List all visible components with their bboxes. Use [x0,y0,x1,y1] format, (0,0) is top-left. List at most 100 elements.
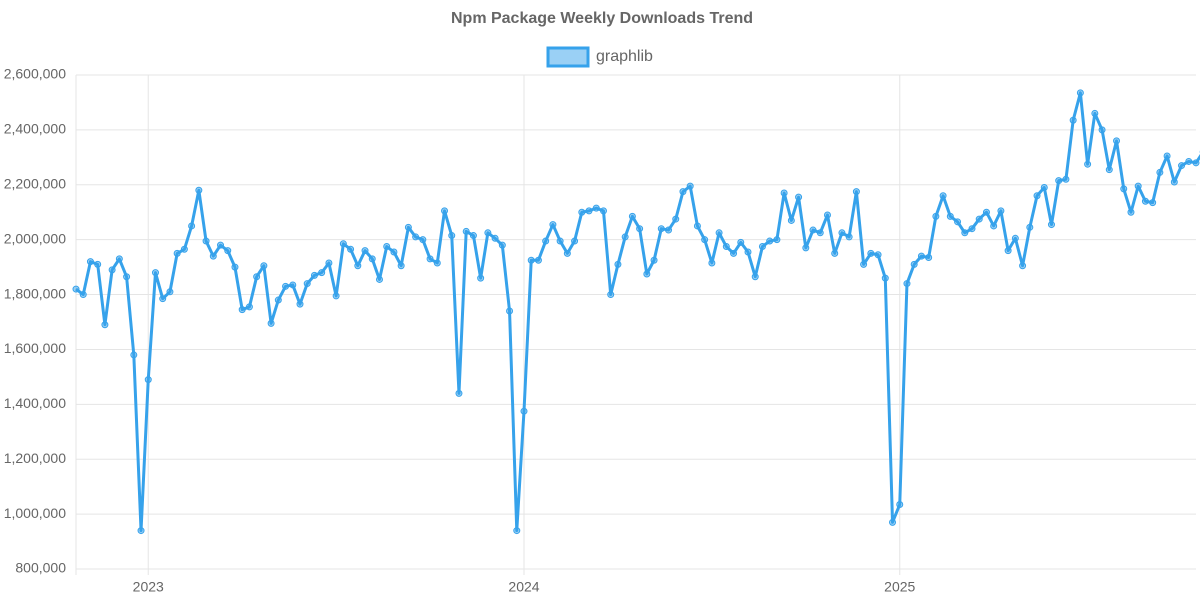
data-point [860,260,868,268]
data-point [780,189,788,197]
data-point [795,193,803,201]
data-point [94,260,102,268]
data-point [628,212,636,220]
data-point [549,221,557,229]
data-point [289,281,297,289]
legend-label: graphlib [596,48,653,65]
data-point [1019,262,1027,270]
data-point [708,259,716,267]
data-point [881,274,889,282]
data-point [1105,166,1113,174]
y-tick-label: 1,800,000 [4,285,66,301]
data-point [831,249,839,257]
data-point [1185,157,1193,165]
data-point [773,236,781,244]
data-point [614,260,622,268]
y-tick-label: 1,200,000 [4,450,66,466]
data-point [744,248,752,256]
data-point [513,527,521,535]
data-point [838,229,846,237]
data-point [253,273,261,281]
data-point [599,207,607,215]
data-point [1062,175,1070,183]
data-point [672,215,680,223]
data-point [751,273,759,281]
data-point [925,254,933,262]
y-tick-label: 1,600,000 [4,340,66,356]
data-point [180,245,188,253]
data-point [484,229,492,237]
data-point [939,192,947,200]
data-point [607,291,615,299]
data-point [643,270,651,278]
data-point [1134,182,1142,190]
data-point [990,222,998,230]
data-point [1076,89,1084,97]
data-point [274,296,282,304]
data-point [1163,152,1171,160]
data-point [354,262,362,270]
data-point [108,266,116,274]
data-point [520,407,528,415]
data-point [79,291,87,299]
data-point [802,244,810,252]
data-point [433,259,441,267]
data-point [144,376,152,384]
data-point [1120,185,1128,193]
data-point [441,207,449,215]
data-point [325,259,333,267]
data-point [347,245,355,253]
data-point [578,208,586,216]
data-point [188,222,196,230]
data-point [303,280,311,288]
data-point [455,389,463,397]
data-point [1069,116,1077,124]
data-point [1149,199,1157,207]
data-point [318,269,326,277]
data-point [1055,177,1063,185]
data-point [195,186,203,194]
data-point [448,232,456,240]
data-point [1178,162,1186,170]
data-point [686,182,694,190]
data-point [621,233,629,241]
data-point [130,351,138,359]
y-tick-label: 1,000,000 [4,505,66,521]
data-point [282,282,290,290]
y-tick-label: 2,600,000 [4,66,66,82]
data-point [238,306,246,314]
data-point [758,243,766,251]
data-point [730,249,738,257]
data-point [527,256,535,264]
data-point [665,226,673,234]
data-point [896,501,904,509]
data-point [636,225,644,233]
data-point [975,215,983,223]
data-point [932,212,940,220]
data-point [159,295,167,303]
data-point [267,319,275,327]
data-point [224,247,232,255]
data-point [592,204,600,212]
data-point [462,227,470,235]
data-point [946,212,954,220]
data-point [1170,178,1178,186]
data-point [426,255,434,263]
data-point [1156,168,1164,176]
x-tick-label: 2024 [508,579,539,595]
data-point [766,237,774,245]
data-point [1098,126,1106,134]
data-point [917,252,925,260]
data-point [867,249,875,257]
data-point [910,260,918,268]
data-point [404,223,412,231]
data-point [556,237,564,245]
data-point [657,225,665,233]
data-point [650,256,658,264]
data-point [823,211,831,219]
data-point [296,300,304,308]
data-point [419,236,427,244]
data-point [397,262,405,270]
data-point [1040,184,1048,192]
